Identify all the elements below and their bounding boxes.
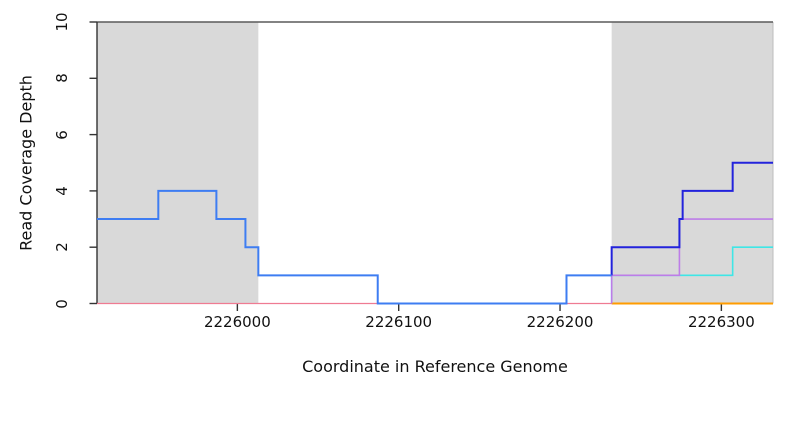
repeat-region-1 <box>97 22 259 304</box>
legend: unique totalunique topunique bottomrepea… <box>0 393 792 423</box>
y-tick-label: 0 <box>53 298 71 309</box>
x-tick-label: 2226000 <box>203 313 271 331</box>
series-unique-bottom <box>610 218 773 304</box>
x-tick-label: 2226100 <box>365 313 433 331</box>
y-tick-label: 6 <box>53 129 71 140</box>
series-coverage-outside-repeats <box>97 189 612 305</box>
y-axis-title: Read Coverage Depth <box>16 75 36 251</box>
y-tick-label: 8 <box>53 73 71 84</box>
x-axis-title: Coordinate in Reference Genome <box>302 357 568 376</box>
series-unique-total <box>610 161 773 276</box>
y-tick-label: 10 <box>53 12 71 32</box>
x-tick-label: 2226300 <box>687 313 755 331</box>
y-tick-label: 4 <box>53 186 71 196</box>
y-tick-label: 2 <box>53 242 71 252</box>
x-tick-label: 2226200 <box>526 313 594 331</box>
